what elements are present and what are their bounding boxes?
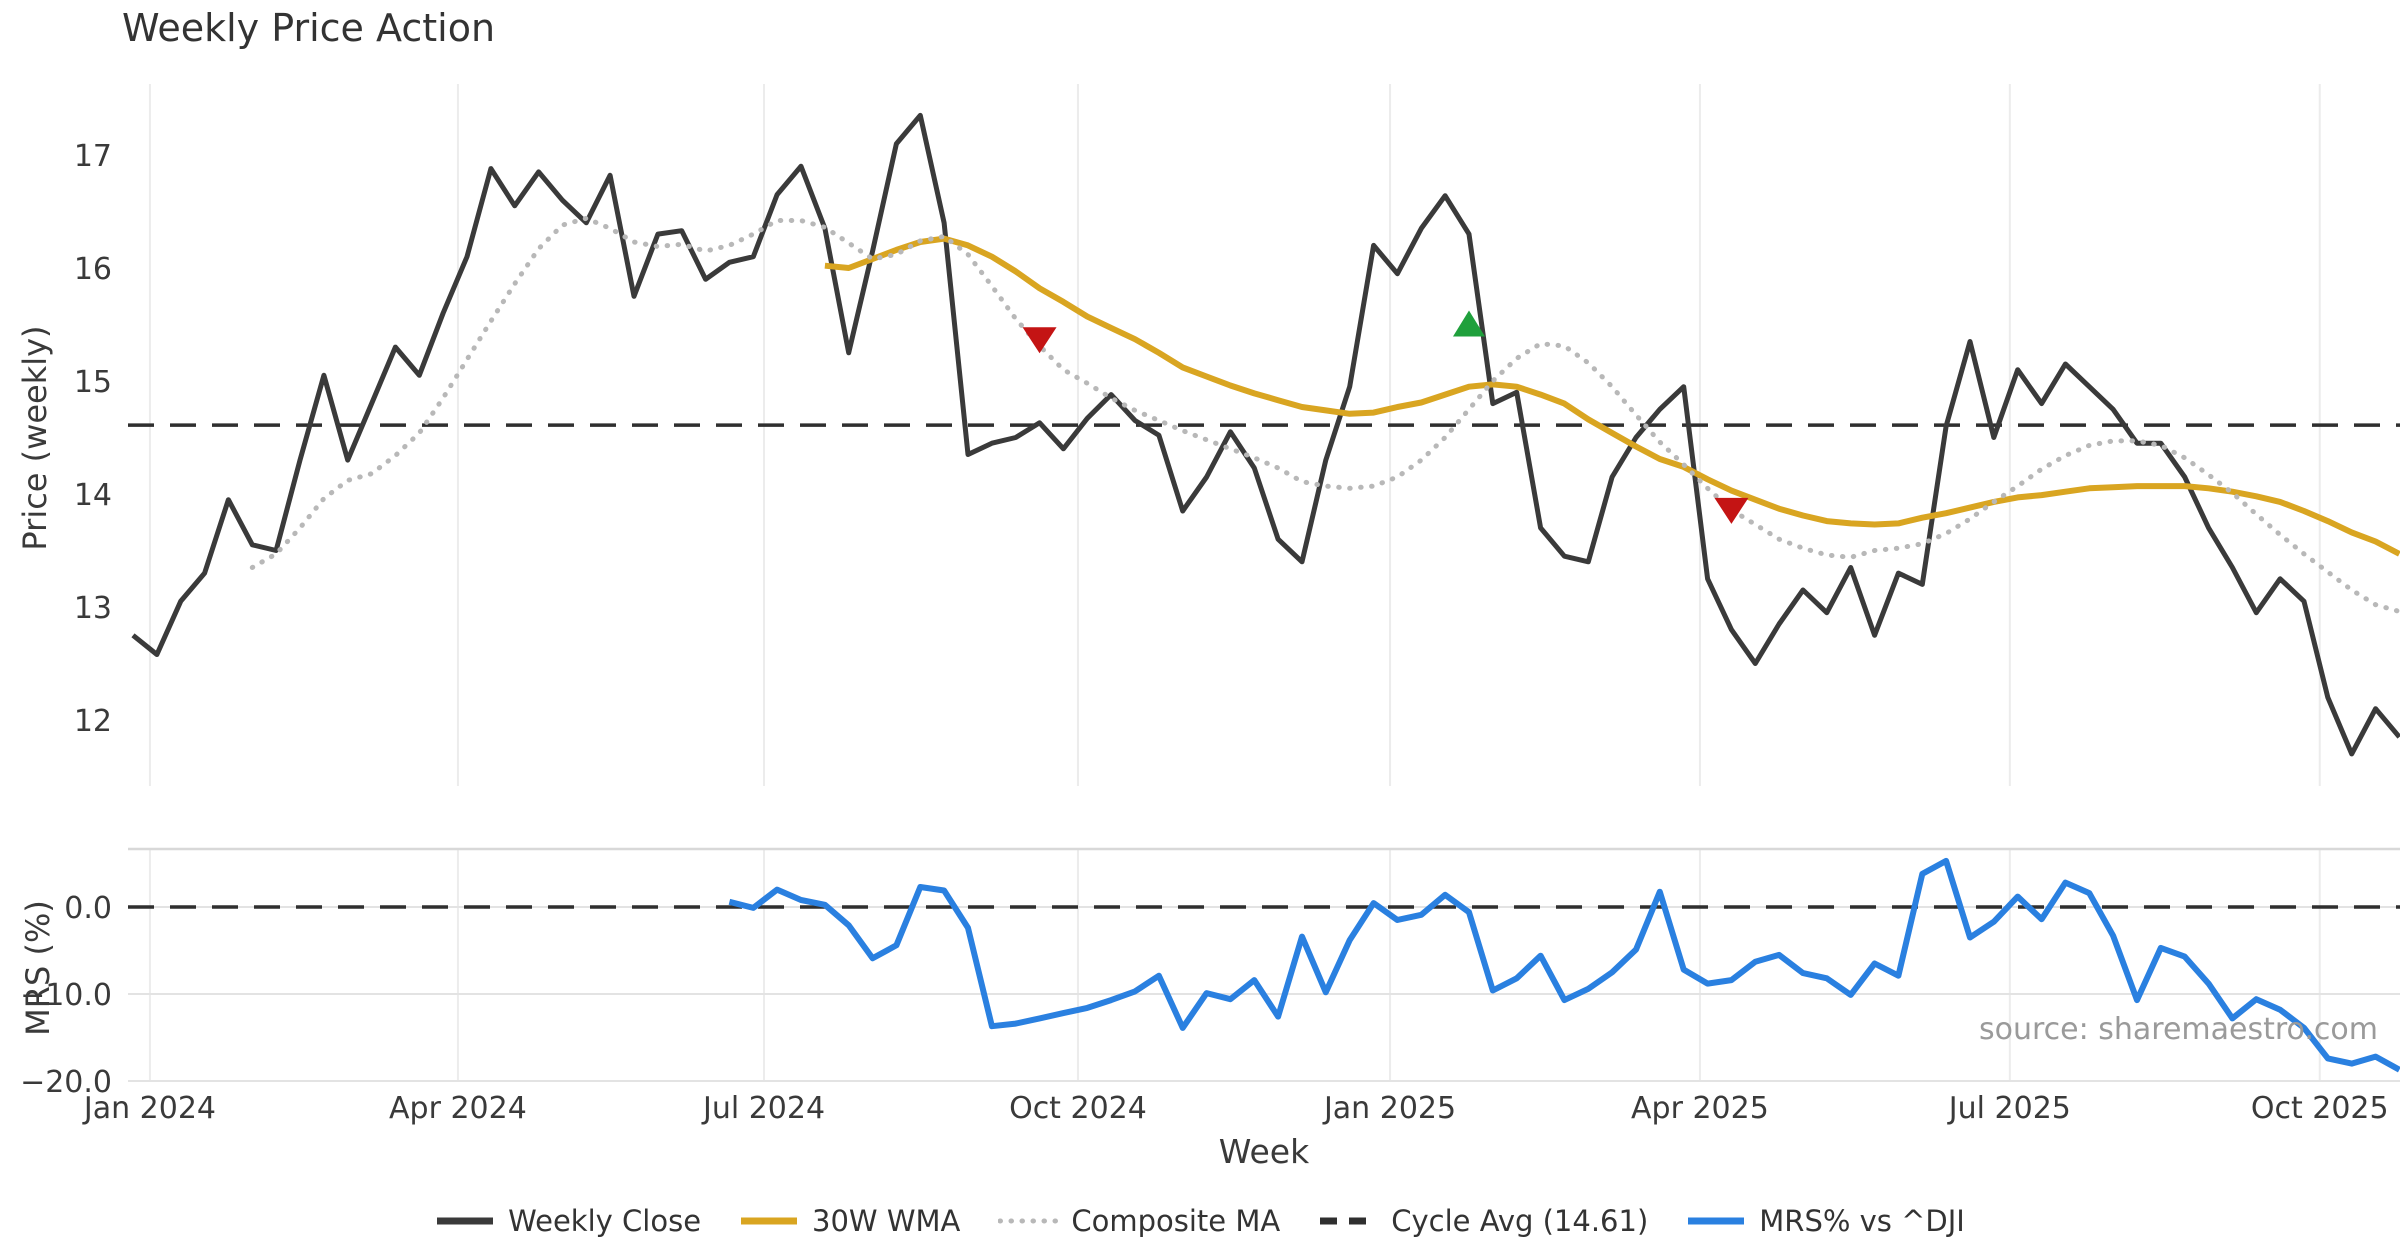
mrs-line	[728, 857, 2400, 1073]
legend-item-label: Cycle Avg (14.61)	[1391, 1204, 1649, 1238]
price-ytick-label: 17	[74, 139, 112, 174]
mrs-ytick-label: −10.0	[20, 978, 112, 1013]
gridlines-group	[128, 84, 2400, 1082]
price-ytick-label: 16	[74, 252, 112, 287]
legend-swatch-dashed-line	[1320, 1217, 1377, 1225]
legend-swatch-solid-line	[437, 1217, 494, 1225]
x-tick-label: Oct 2025	[2251, 1091, 2389, 1126]
sell-signal-marker	[1714, 497, 1749, 524]
x-tick-label: Oct 2024	[1009, 1091, 1147, 1126]
wma-line	[824, 235, 2400, 557]
composite-ma-line	[249, 215, 2400, 614]
x-tick-label: Apr 2025	[1631, 1091, 1769, 1126]
buy-signal-marker	[1452, 310, 1485, 337]
mrs-ytick-label: 0.0	[64, 891, 112, 926]
legend-item: Weekly Close	[435, 1204, 701, 1238]
price-ytick-label: 13	[74, 591, 112, 626]
legend-swatch-solid-line	[1688, 1217, 1745, 1225]
x-tick-label: Apr 2024	[389, 1091, 527, 1126]
legend-item-label: 30W WMA	[812, 1204, 961, 1238]
x-tick-label: Jan 2025	[1322, 1091, 1456, 1126]
x-tick-label: Jul 2024	[701, 1091, 825, 1126]
legend-item: 30W WMA	[739, 1204, 960, 1238]
legend-item: MRS% vs ^DJI	[1686, 1204, 1965, 1238]
legend-swatch-dotted-line	[998, 1218, 1059, 1224]
legend-swatch-solid-line	[741, 1217, 798, 1225]
x-tick-label: Jul 2025	[1947, 1091, 2071, 1126]
legend-item-label: Composite MA	[1071, 1204, 1281, 1238]
price-ytick-label: 12	[74, 704, 112, 739]
price-ytick-label: 15	[74, 365, 112, 400]
legend-item-label: MRS% vs ^DJI	[1759, 1204, 1965, 1238]
price-ytick-label: 14	[74, 478, 112, 513]
series-group	[128, 112, 2400, 1073]
weekly-close-line	[131, 112, 2400, 757]
legend-item-label: Weekly Close	[508, 1204, 702, 1238]
legend-item: Cycle Avg (14.61)	[1318, 1204, 1648, 1238]
price-axis-label: Price (weekly)	[16, 325, 54, 551]
week-axis-label: Week	[1218, 1132, 1310, 1171]
legend-item: Composite MA	[998, 1204, 1280, 1238]
sell-signal-marker	[1022, 327, 1057, 354]
x-tick-label: Jan 2024	[82, 1091, 216, 1126]
legend: Weekly Close 30W WMA Composite MA Cycle Avg…	[0, 1204, 2400, 1238]
source-note: source: sharemaestro.com	[1979, 1012, 2378, 1047]
markers-group	[1022, 310, 1749, 524]
mrs-ytick-label: −20.0	[20, 1065, 112, 1100]
chart-title: Weekly Price Action	[122, 6, 496, 50]
mrs-axis-label: MRS (%)	[19, 900, 57, 1036]
